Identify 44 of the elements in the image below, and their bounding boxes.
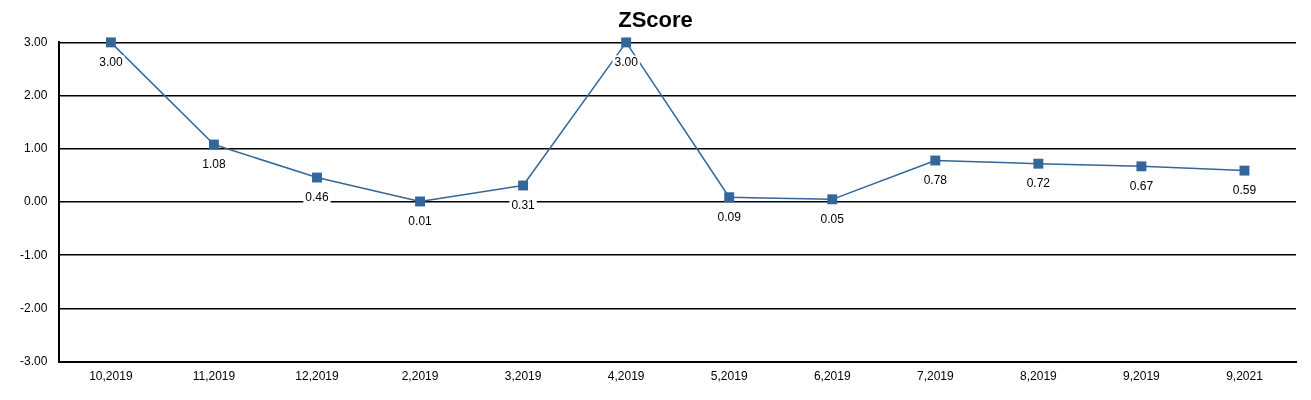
point bbox=[827, 194, 838, 205]
data-label: 0.46 bbox=[305, 189, 329, 204]
data-label: 0.01 bbox=[408, 213, 433, 228]
y-tick-label: -1.00 bbox=[19, 247, 48, 262]
y-tick-label: -3.00 bbox=[19, 353, 48, 368]
data-label: 0.05 bbox=[820, 211, 845, 226]
x-tick-label: 9,2019 bbox=[1123, 369, 1161, 384]
data-label: 3.00 bbox=[99, 54, 123, 69]
point bbox=[208, 139, 219, 150]
data-label: 0.09 bbox=[717, 209, 742, 224]
data-label: 3.00 bbox=[614, 54, 639, 69]
x-tick-label: 7,2019 bbox=[916, 369, 954, 384]
point bbox=[105, 37, 116, 48]
y-tick-label: 1.00 bbox=[23, 141, 48, 156]
point bbox=[312, 172, 322, 183]
point bbox=[415, 196, 425, 207]
data-label: 0.78 bbox=[923, 172, 948, 187]
point bbox=[518, 180, 529, 191]
x-tick-label: 9,2021 bbox=[1226, 369, 1264, 384]
x-tick-label: 5,2019 bbox=[710, 369, 748, 384]
data-label: 1.08 bbox=[202, 156, 226, 171]
point bbox=[1239, 165, 1250, 176]
y-tick-label: -2.00 bbox=[19, 300, 48, 315]
data-label: 0.31 bbox=[511, 197, 536, 212]
point bbox=[1033, 158, 1044, 169]
point bbox=[621, 37, 632, 48]
point bbox=[930, 155, 941, 166]
x-tick-label: 8,2019 bbox=[1020, 369, 1058, 384]
y-tick-label: 0.00 bbox=[23, 194, 48, 209]
data-label: 0.67 bbox=[1129, 178, 1154, 193]
point bbox=[724, 192, 735, 203]
x-tick-label: 2,2019 bbox=[401, 369, 439, 384]
y-tick-label: 2.00 bbox=[23, 87, 48, 102]
data-label: 0.59 bbox=[1232, 182, 1257, 197]
x-tick-label: 4,2019 bbox=[607, 369, 645, 384]
x-tick-label: 12,2019 bbox=[295, 369, 339, 384]
y-tick-label: 3.00 bbox=[23, 34, 48, 49]
data-label: 0.72 bbox=[1026, 176, 1051, 191]
point bbox=[1136, 161, 1147, 172]
x-tick-label: 3,2019 bbox=[504, 369, 542, 384]
chart-title: ZScore bbox=[618, 7, 693, 33]
x-tick-label: 10,2019 bbox=[89, 369, 133, 384]
x-tick-label: 6,2019 bbox=[813, 369, 851, 384]
x-tick-label: 11,2019 bbox=[192, 369, 236, 384]
